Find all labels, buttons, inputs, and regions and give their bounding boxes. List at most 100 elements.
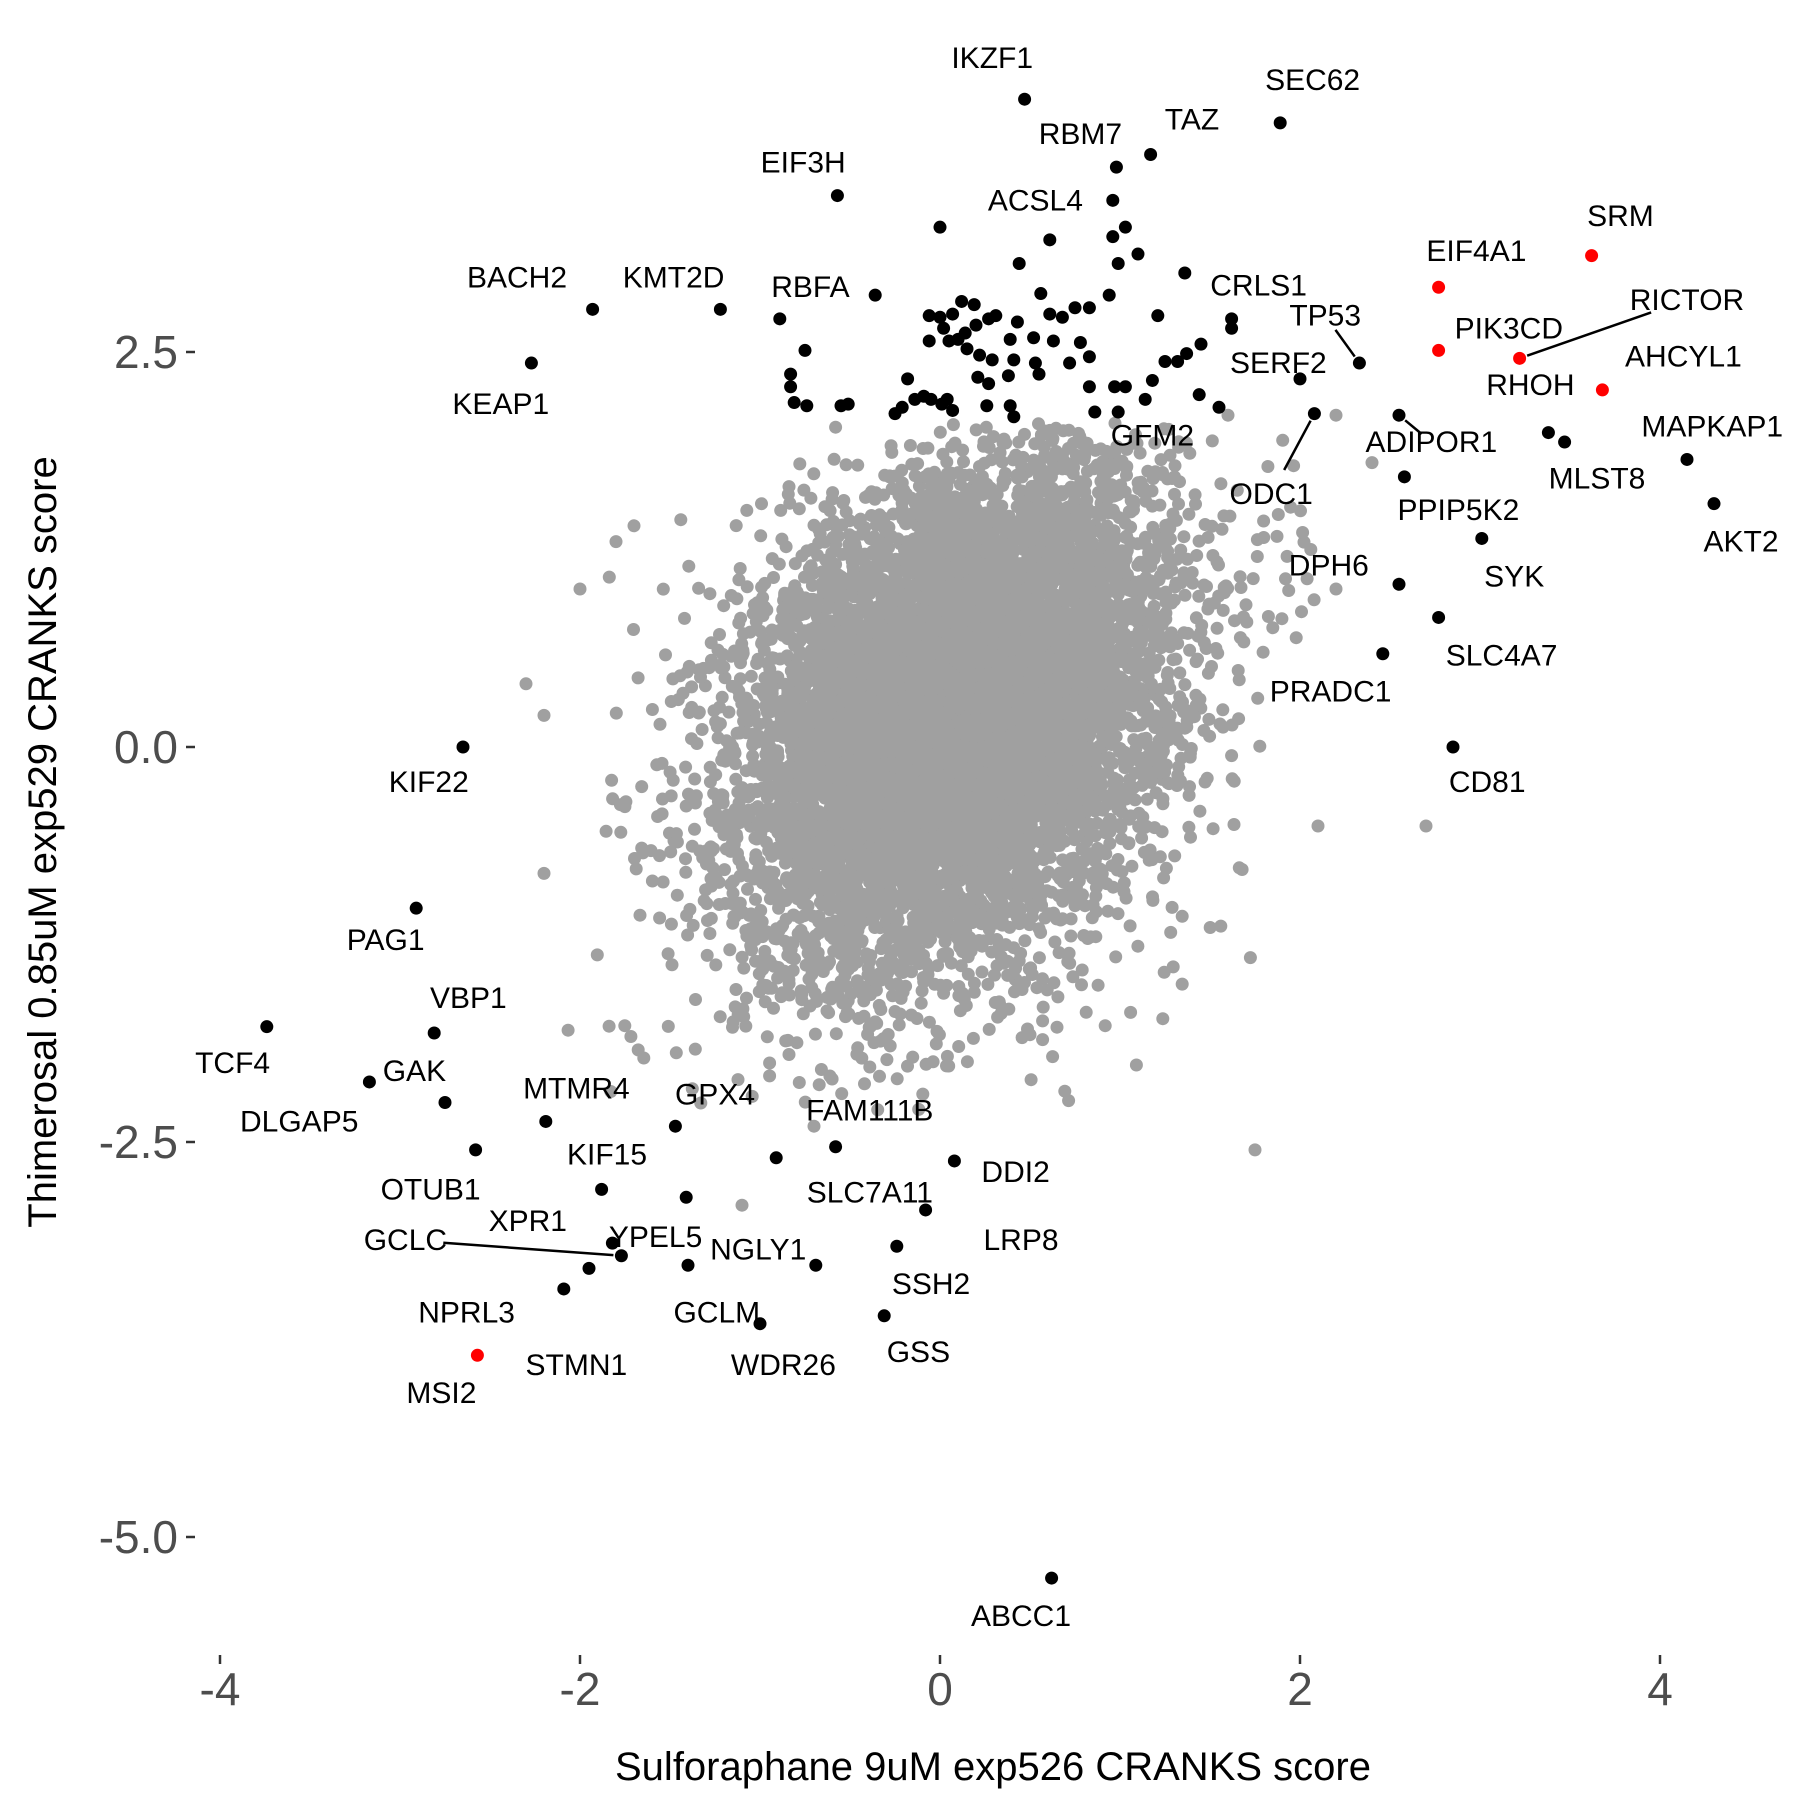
background-point bbox=[782, 1048, 796, 1061]
background-point bbox=[1225, 749, 1239, 763]
background-point bbox=[996, 479, 1010, 492]
background-point bbox=[981, 977, 995, 991]
background-point bbox=[1181, 626, 1195, 640]
background-point bbox=[682, 559, 696, 573]
background-point bbox=[602, 570, 616, 584]
background-point bbox=[740, 503, 754, 517]
background-point bbox=[679, 852, 692, 866]
background-point bbox=[1036, 1014, 1050, 1028]
background-point bbox=[680, 909, 694, 922]
background-point bbox=[614, 825, 628, 839]
background-point bbox=[1212, 558, 1225, 572]
background-point bbox=[604, 1085, 618, 1098]
background-point bbox=[1275, 612, 1289, 626]
background-point bbox=[733, 672, 747, 686]
background-point bbox=[627, 623, 640, 636]
background-point bbox=[931, 959, 945, 973]
background-point bbox=[912, 479, 926, 493]
background-point bbox=[767, 1001, 780, 1015]
background-point bbox=[779, 1034, 793, 1048]
background-point bbox=[1168, 459, 1182, 473]
background-point-cloud bbox=[519, 408, 1433, 1212]
background-point bbox=[973, 460, 986, 473]
background-point bbox=[1270, 529, 1284, 543]
background-point bbox=[1202, 712, 1216, 726]
background-point bbox=[729, 772, 743, 786]
background-point bbox=[695, 723, 709, 736]
background-point bbox=[746, 749, 760, 763]
background-point bbox=[805, 579, 819, 592]
background-point bbox=[1261, 610, 1275, 623]
background-point bbox=[933, 425, 947, 439]
background-point bbox=[1266, 621, 1280, 635]
background-point bbox=[851, 458, 865, 472]
background-point bbox=[1216, 603, 1230, 617]
background-point bbox=[606, 792, 620, 806]
background-point bbox=[670, 888, 684, 902]
background-point bbox=[1214, 477, 1228, 491]
background-point bbox=[1140, 792, 1154, 806]
background-point bbox=[731, 1073, 745, 1087]
background-point bbox=[1119, 891, 1133, 905]
background-point bbox=[1216, 703, 1230, 717]
background-point bbox=[863, 1060, 877, 1074]
background-point bbox=[688, 1042, 702, 1056]
background-point bbox=[883, 1039, 897, 1053]
background-point bbox=[679, 865, 693, 879]
background-point bbox=[1276, 433, 1290, 447]
background-point bbox=[763, 1056, 777, 1070]
background-point bbox=[1129, 1058, 1143, 1072]
background-point bbox=[872, 998, 886, 1012]
background-point bbox=[1189, 497, 1202, 511]
background-point bbox=[763, 1069, 777, 1083]
background-point bbox=[969, 423, 983, 437]
background-point bbox=[1201, 666, 1215, 680]
background-point bbox=[679, 760, 693, 774]
background-point bbox=[729, 983, 743, 996]
background-point bbox=[754, 529, 768, 543]
background-point bbox=[653, 717, 667, 731]
background-point bbox=[631, 671, 645, 685]
background-point bbox=[665, 958, 679, 972]
background-point bbox=[827, 452, 841, 466]
background-point bbox=[1198, 518, 1212, 531]
background-point bbox=[605, 773, 619, 787]
background-point bbox=[561, 1023, 575, 1037]
background-point bbox=[765, 552, 779, 566]
background-point bbox=[812, 1078, 826, 1092]
background-point bbox=[1189, 655, 1203, 669]
background-point bbox=[1064, 929, 1078, 943]
background-point bbox=[653, 911, 667, 925]
background-point bbox=[1182, 507, 1196, 521]
background-point bbox=[744, 669, 758, 683]
background-point bbox=[1018, 934, 1032, 948]
background-point bbox=[1173, 666, 1187, 680]
background-point bbox=[740, 991, 753, 1005]
background-point bbox=[1127, 503, 1140, 517]
background-point bbox=[808, 1027, 822, 1041]
background-point bbox=[967, 985, 981, 999]
background-point bbox=[812, 926, 826, 940]
background-point bbox=[1251, 691, 1265, 705]
background-point bbox=[827, 944, 841, 958]
background-point bbox=[1233, 570, 1247, 584]
background-point bbox=[755, 497, 768, 511]
background-point bbox=[688, 822, 701, 836]
background-point bbox=[903, 439, 917, 452]
background-point bbox=[1051, 990, 1065, 1004]
background-point bbox=[590, 948, 604, 962]
background-point bbox=[908, 469, 922, 483]
background-point bbox=[952, 1040, 966, 1053]
background-point bbox=[619, 795, 633, 809]
background-point bbox=[1175, 977, 1189, 991]
background-point bbox=[1046, 1050, 1060, 1064]
background-point bbox=[1227, 774, 1241, 788]
background-point bbox=[733, 562, 747, 575]
background-point bbox=[1279, 572, 1292, 586]
background-point bbox=[975, 965, 989, 979]
background-point bbox=[839, 458, 853, 472]
background-point bbox=[749, 892, 762, 906]
background-point bbox=[966, 1031, 980, 1045]
background-point bbox=[688, 772, 702, 786]
background-point bbox=[946, 418, 960, 432]
